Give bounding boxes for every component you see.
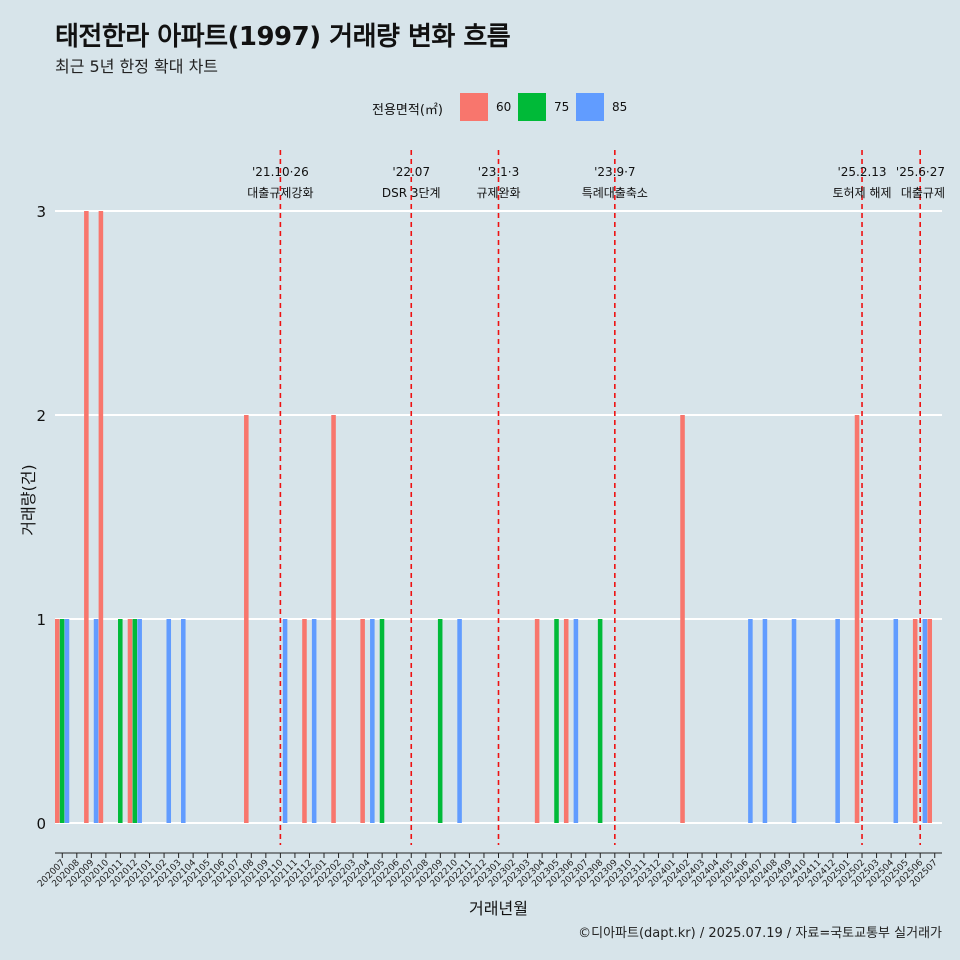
bar-75-202205 — [379, 619, 385, 823]
bar-75-202007 — [59, 619, 65, 823]
event-date-202502: '25.2.13 — [837, 165, 886, 179]
event-date-202506: '25.6·27 — [896, 165, 945, 179]
bar-85-202210 — [457, 619, 462, 823]
event-date-202207: '22.07 — [392, 165, 430, 179]
bar-85-202112 — [311, 619, 317, 823]
bar-75-202012 — [132, 619, 138, 823]
legend-title: 전용면적(㎡) — [372, 103, 443, 118]
legend-label-60: 60 — [496, 100, 512, 114]
bar-75-202305 — [554, 619, 559, 823]
bar-60-202108 — [244, 415, 249, 823]
bar-85-202506 — [922, 619, 928, 823]
legend: 전용면적(㎡) 60 75 85 — [0, 93, 960, 123]
bar-60-202112 — [302, 619, 307, 823]
bar-85-202110 — [282, 619, 288, 823]
event-label-202502: 토허제 해제 — [833, 186, 892, 200]
bar-85-202306 — [573, 619, 579, 823]
bar-85-202007 — [64, 619, 70, 823]
bar-85-202406 — [748, 619, 753, 823]
bar-75-202209 — [437, 619, 443, 823]
bar-85-202012 — [137, 619, 142, 823]
chart-title: 태전한라 아파트(1997) 거래량 변화 흐름 — [55, 22, 511, 52]
bar-60-202507 — [927, 619, 933, 823]
y-axis-label: 거래량(건) — [19, 464, 38, 535]
legend-swatch-60 — [460, 93, 488, 121]
legend-swatch-75 — [518, 93, 546, 121]
bar-60-202506 — [912, 619, 918, 823]
event-date-202110: '21.10·26 — [252, 165, 309, 179]
bar-75-202011 — [118, 619, 123, 823]
bar-85-202204 — [370, 619, 375, 823]
event-label-202506: 대출규제 — [901, 186, 945, 200]
bar-75-202308 — [597, 619, 603, 823]
y-tick-label-3: 3 — [36, 203, 46, 221]
bar-60-202007 — [55, 619, 60, 823]
bar-60-202009 — [84, 211, 89, 823]
bar-60-202402 — [680, 415, 685, 823]
bar-85-202102 — [166, 619, 172, 823]
bar-60-202010 — [98, 211, 104, 823]
bar-60-202202 — [331, 415, 336, 823]
legend-label-75: 75 — [554, 100, 570, 114]
bar-85-202009 — [93, 619, 99, 823]
event-label-202301: 규제완화 — [476, 186, 520, 200]
chart-subtitle: 최근 5년 한정 확대 차트 — [55, 57, 219, 76]
bar-60-202306 — [563, 619, 569, 823]
event-label-202110: 대출규제강화 — [247, 186, 313, 200]
bar-85-202412 — [835, 619, 840, 823]
y-tick-label-0: 0 — [36, 815, 46, 833]
legend-label-85: 85 — [612, 100, 628, 114]
bar-85-202103 — [181, 619, 186, 823]
x-axis-label: 거래년월 — [469, 899, 528, 918]
event-label-202309: 특례대출축소 — [582, 186, 648, 200]
bar-85-202504 — [893, 619, 899, 823]
y-tick-label-2: 2 — [36, 407, 46, 425]
source-caption: ©디아파트(dapt.kr) / 2025.07.19 / 자료=국토교통부 실… — [578, 926, 942, 941]
bar-60-202304 — [534, 619, 540, 823]
bar-85-202407 — [762, 619, 768, 823]
event-date-202301: '23.1·3 — [478, 165, 519, 179]
bar-85-202409 — [791, 619, 797, 823]
bar-60-202204 — [360, 619, 365, 823]
bar-60-202502 — [854, 415, 860, 823]
bar-60-202012 — [127, 619, 133, 823]
event-label-202207: DSR 3단계 — [382, 186, 441, 200]
event-date-202309: '23.9·7 — [594, 165, 635, 179]
y-tick-label-1: 1 — [36, 611, 46, 629]
legend-swatch-85 — [576, 93, 604, 121]
